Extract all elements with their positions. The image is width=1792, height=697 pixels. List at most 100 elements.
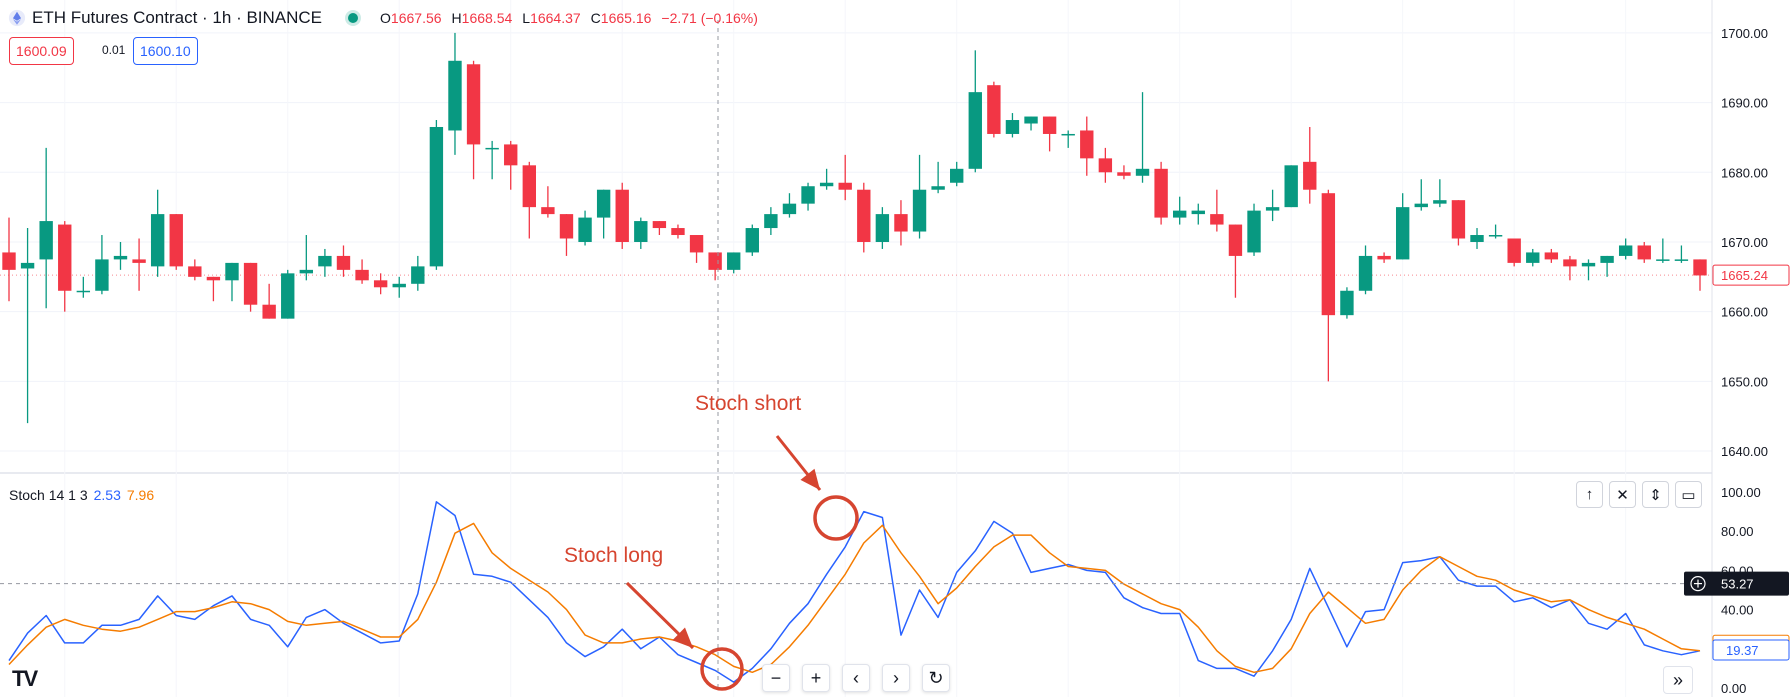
candle-body (466, 64, 481, 145)
stoch-tick-label: 0.00 (1721, 681, 1746, 696)
candle-body (727, 252, 741, 270)
candle-body (1674, 259, 1689, 261)
candle-body (1507, 238, 1521, 263)
scroll-left-icon[interactable]: ‹ (842, 664, 870, 692)
candle-body (950, 168, 964, 183)
candle-body (1637, 245, 1651, 260)
candle-body (355, 269, 369, 281)
candle-body (504, 144, 518, 166)
candle-body (39, 221, 53, 260)
double-chevron-right-icon[interactable]: » (1663, 666, 1693, 694)
candle-body (1377, 255, 1391, 260)
candle-body (1154, 168, 1168, 218)
last-price-label: 1665.24 (1721, 268, 1768, 283)
market-open-status-icon[interactable] (348, 13, 359, 23)
reset-icon[interactable]: ↻ (922, 664, 950, 692)
candle-body (931, 186, 945, 190)
arrow-head (672, 627, 693, 648)
collapse-icon[interactable]: ⇕ (1642, 481, 1669, 508)
candle-body (318, 255, 332, 267)
candle-body (1024, 116, 1038, 124)
tradingview-logo[interactable]: TV (12, 666, 38, 691)
candle-body (188, 266, 202, 277)
stoch-d-line (8, 522, 1701, 674)
candle-body (1005, 120, 1020, 134)
candle-body (559, 214, 574, 239)
stoch-short-arrow (775, 435, 822, 491)
maximize-icon[interactable]: ▭ (1675, 481, 1702, 508)
stoch-short-circle (813, 495, 859, 541)
candle-body (2, 252, 16, 270)
candlestick-series (2, 32, 1707, 424)
candle-body (113, 255, 128, 260)
candle-body (652, 221, 667, 229)
stoch-legend[interactable]: Stoch 14 1 3 2.53 7.96 (9, 487, 154, 503)
d-value: 7.96 (126, 487, 155, 503)
price-tick-label: 1680.00 (1721, 165, 1768, 180)
candle-body (782, 203, 797, 215)
last-price-badge (1712, 264, 1790, 286)
open-value: 1667.56 (390, 10, 442, 26)
candle-body (1173, 210, 1187, 218)
candle-body (912, 189, 927, 232)
sell-price-button[interactable]: 1600.09 (9, 37, 74, 65)
crosshair-value-label: 53.27 (1721, 577, 1754, 592)
high-value: 1668.54 (461, 10, 513, 26)
candle-body (1470, 235, 1484, 242)
candle-body (615, 189, 629, 242)
candle-body (764, 214, 778, 229)
candle-body (819, 182, 834, 187)
symbol-title[interactable]: ETH Futures Contract · 1h · BINANCE (32, 8, 323, 27)
pane-controls: ↑ ✕ ⇕ ▭ (1576, 481, 1702, 508)
candle-body (1488, 235, 1503, 237)
candle-body (20, 262, 35, 269)
candle-body (1191, 210, 1205, 215)
candle-body (1618, 245, 1633, 256)
scroll-right-icon[interactable]: › (882, 664, 910, 692)
candle-body (801, 186, 815, 204)
k-value-badge (1712, 639, 1790, 661)
candle-body (132, 259, 146, 263)
candle-body (968, 92, 982, 169)
k-value-label: 19.37 (1726, 643, 1759, 658)
price-tick-label: 1700.00 (1721, 26, 1768, 41)
buy-price-button[interactable]: 1600.10 (133, 37, 198, 65)
candle-body (373, 280, 388, 288)
zoom-in-icon[interactable]: + (802, 664, 830, 692)
arrow-up-icon[interactable]: ↑ (1576, 481, 1603, 508)
candle-body (1433, 200, 1447, 204)
candle-body (1098, 158, 1113, 173)
price-tick-label: 1650.00 (1721, 374, 1768, 389)
candle-body (1656, 259, 1670, 261)
high-label: H (451, 10, 462, 26)
candle-body (58, 224, 72, 291)
zoom-out-icon[interactable]: − (762, 664, 790, 692)
chart-header: ETH Futures Contract · 1h · BINANCE O166… (8, 8, 758, 28)
candle-body (95, 259, 109, 291)
candle-body (243, 262, 258, 305)
close-label: C (590, 10, 601, 26)
stoch-tick-label: 80.00 (1721, 524, 1754, 539)
price-tick-label: 1640.00 (1721, 444, 1768, 459)
crosshair-and-markers: 53.27 (0, 20, 1789, 691)
candle-body (169, 214, 183, 267)
candle-body (522, 165, 536, 208)
candle-body (1210, 214, 1224, 225)
spread-value: 0.01 (96, 37, 132, 63)
candle-body (429, 126, 444, 267)
candle-body (857, 189, 871, 242)
candle-body (1321, 193, 1336, 316)
candle-body (1080, 130, 1094, 159)
candle-body (485, 147, 499, 150)
candle-body (411, 266, 425, 284)
candle-body (299, 269, 314, 274)
candle-body (1693, 259, 1707, 276)
low-label: L (522, 10, 531, 26)
candle-body (1284, 165, 1298, 208)
price-tick-label: 1670.00 (1721, 235, 1768, 250)
candle-body (392, 283, 406, 288)
stoch-tick-label: 100.00 (1721, 485, 1761, 500)
annotation-stoch-long: Stoch long (564, 544, 664, 567)
close-icon[interactable]: ✕ (1609, 481, 1636, 508)
